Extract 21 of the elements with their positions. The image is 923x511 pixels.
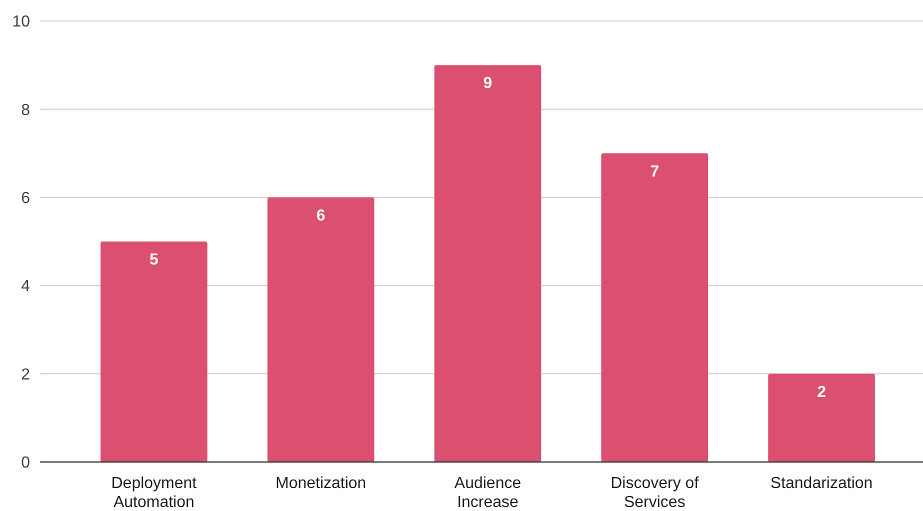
y-tick-label: 10: [12, 14, 30, 31]
bar: [267, 197, 374, 462]
y-tick-label: 8: [21, 102, 30, 119]
data-label: 6: [316, 207, 326, 224]
data-label: 5: [149, 252, 158, 268]
data-label: 7: [650, 163, 660, 180]
x-tick-label: Audience Increase: [454, 475, 522, 511]
x-tick-label: Monetization: [275, 475, 366, 492]
x-tick-label: Standarization: [770, 475, 873, 492]
data-label: 2: [817, 384, 826, 401]
bar: [434, 65, 542, 462]
y-tick-label: 2: [21, 366, 30, 384]
x-tick-label: Discovery of Services: [610, 475, 700, 511]
bar: [601, 153, 708, 462]
x-tick-label: Deployment Automation: [111, 475, 198, 511]
data-label: 9: [483, 75, 492, 92]
bar: [768, 374, 875, 462]
bar: [100, 242, 208, 462]
y-tick-label: 0: [21, 454, 30, 472]
y-tick-label: 4: [21, 278, 30, 296]
y-tick-label: 6: [21, 190, 30, 207]
